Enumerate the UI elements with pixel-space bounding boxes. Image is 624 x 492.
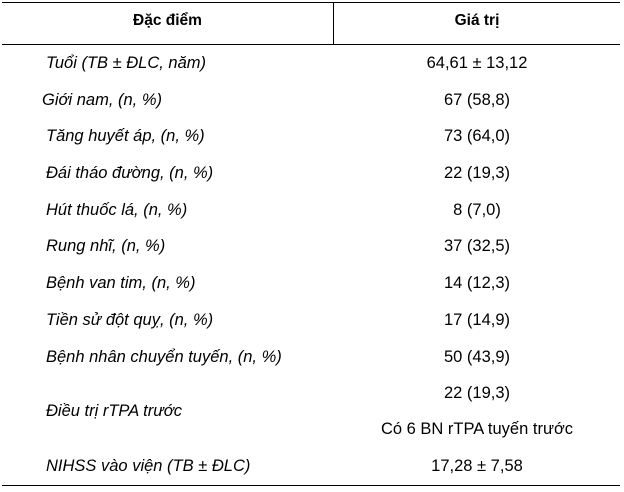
row-value-nihss: 17,28 ± 7,58 — [431, 457, 523, 476]
column-divider — [333, 3, 334, 44]
table-row: Bệnh nhân chuyển tuyến, (n, %) 50 (43,9) — [2, 339, 620, 376]
row-value-hypertension: 73 (64,0) — [443, 127, 511, 146]
row-label-smoking: Hút thuốc lá, (n, %) — [46, 200, 188, 219]
row-label-diabetes: Đái tháo đường, (n, %) — [46, 164, 214, 183]
table-row: Giới nam, (n, %) 67 (58,8) — [2, 82, 620, 119]
row-value-atrial-fibrillation: 37 (32,5) — [443, 237, 511, 256]
row-value-transferred: 50 (43,9) — [443, 347, 511, 366]
row-note-prior-rtpa: Có 6 BN rTPA tuyến trước — [380, 420, 574, 439]
table-row: Hút thuốc lá, (n, %) 8 (7,0) — [2, 192, 620, 229]
row-label-valve-disease: Bệnh van tim, (n, %) — [46, 274, 196, 293]
row-label-stroke-history: Tiền sử đột quỵ, (n, %) — [46, 310, 214, 329]
table-row: Bệnh van tim, (n, %) 14 (12,3) — [2, 265, 620, 302]
row-value-age: 64,61 ± 13,12 — [426, 54, 528, 72]
row-label-age: Tuổi (TB ± ĐLC, năm) — [46, 54, 207, 72]
table-header: Đặc điểm Giá trị — [2, 3, 620, 45]
characteristics-table: Đặc điểm Giá trị Tuổi (TB ± ĐLC, năm) 64… — [2, 2, 620, 486]
row-value-valve-disease: 14 (12,3) — [443, 274, 511, 293]
row-value-stroke-history: 17 (14,9) — [443, 310, 511, 329]
table-row: Tuổi (TB ± ĐLC, năm) 64,61 ± 13,12 — [2, 45, 620, 82]
row-label-male: Giới nam, (n, %) — [42, 90, 162, 109]
row-label-atrial-fibrillation: Rung nhĩ, (n, %) — [46, 237, 166, 256]
row-value-prior-rtpa: 22 (19,3) — [443, 384, 511, 403]
header-value: Giá trị — [454, 12, 500, 29]
table-row: Điều trị rTPA trước 22 (19,3) Có 6 BN rT… — [2, 375, 620, 448]
row-label-prior-rtpa: Điều trị rTPA trước — [46, 402, 182, 421]
row-label-nihss: NIHSS vào viện (TB ± ĐLC) — [46, 457, 251, 476]
row-value-smoking: 8 (7,0) — [453, 200, 501, 219]
row-value-male: 67 (58,8) — [443, 90, 511, 109]
table-row: Tăng huyết áp, (n, %) 73 (64,0) — [2, 118, 620, 155]
header-characteristic: Đặc điểm — [133, 12, 202, 29]
table-row: Đái tháo đường, (n, %) 22 (19,3) — [2, 155, 620, 192]
row-label-hypertension: Tăng huyết áp, (n, %) — [46, 127, 205, 146]
row-value-diabetes: 22 (19,3) — [443, 164, 511, 183]
table-row: NIHSS vào viện (TB ± ĐLC) 17,28 ± 7,58 — [2, 448, 620, 486]
row-label-transferred: Bệnh nhân chuyển tuyến, (n, %) — [46, 347, 282, 366]
table-row: Rung nhĩ, (n, %) 37 (32,5) — [2, 228, 620, 265]
table-row: Tiền sử đột quỵ, (n, %) 17 (14,9) — [2, 302, 620, 339]
